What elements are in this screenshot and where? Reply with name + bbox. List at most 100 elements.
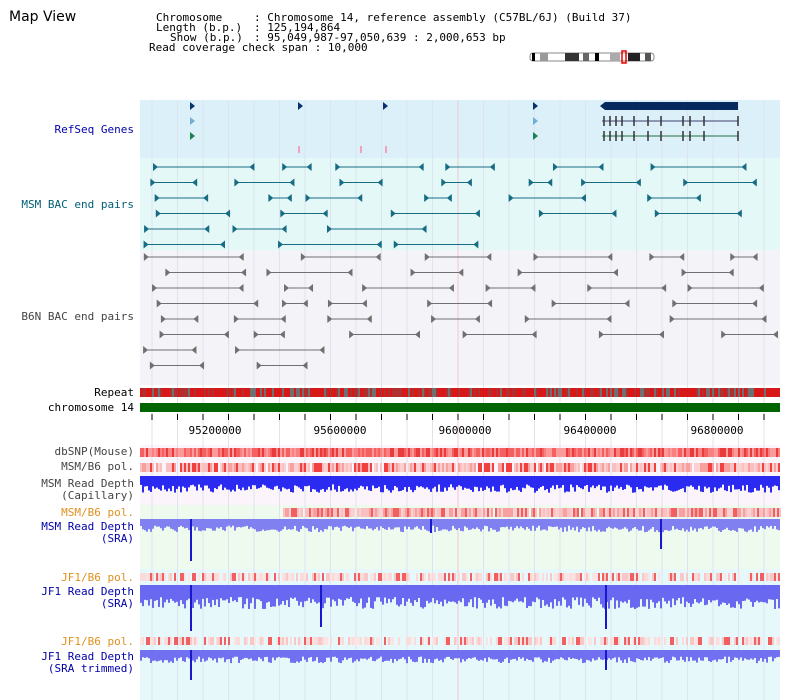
heat-cell: [366, 573, 368, 581]
msm-depth-capillary-label-1[interactable]: MSM Read Depth: [41, 477, 134, 490]
depth-bar: [322, 519, 324, 532]
depth-bar: [266, 650, 268, 657]
msm-bac-label[interactable]: MSM BAC end pairs: [21, 198, 134, 211]
heat-cell: [290, 463, 292, 472]
heat-cell: [208, 448, 210, 457]
depth-bar: [406, 519, 408, 530]
repeat-label: Repeat: [94, 386, 134, 399]
heat-cell: [404, 448, 406, 457]
repeat-segment: [352, 388, 354, 397]
msm-b6-pol-label[interactable]: MSM/B6 pol.: [61, 460, 134, 473]
refseq-genes-label[interactable]: RefSeq Genes: [54, 123, 134, 136]
heat-cell: [348, 573, 350, 581]
depth-bar: [474, 476, 476, 487]
heat-cell: [148, 448, 150, 457]
depth-bar: [556, 519, 558, 527]
repeat-segment: [596, 388, 598, 397]
depth-bar: [602, 476, 604, 487]
depth-bar: [532, 650, 534, 662]
heat-cell: [752, 637, 754, 645]
heat-cell: [608, 448, 610, 457]
msm-b6-pol2-label[interactable]: MSM/B6 pol.: [61, 506, 134, 519]
heat-cell: [354, 573, 356, 581]
depth-bar: [698, 650, 700, 658]
jf1-depth-label-1[interactable]: JF1 Read Depth: [41, 585, 134, 598]
dbsnp-label[interactable]: dbSNP(Mouse): [54, 445, 134, 458]
heat-cell: [632, 448, 634, 457]
bac-end-marker: [241, 268, 247, 277]
heat-cell: [282, 637, 284, 645]
heat-cell: [354, 448, 356, 457]
heat-cell: [295, 508, 297, 517]
jf1-pol-label[interactable]: JF1/B6 pol.: [61, 571, 134, 584]
depth-bar: [522, 476, 524, 488]
heat-cell: [349, 508, 351, 517]
heat-cell: [228, 637, 230, 645]
depth-bar: [182, 519, 184, 528]
depth-bar: [166, 519, 168, 527]
gene-arrow: [533, 117, 538, 125]
bac-end-marker: [508, 194, 514, 202]
depth-bar: [258, 476, 260, 489]
heat-cell: [606, 448, 608, 457]
heat-cell: [144, 448, 146, 457]
depth-bar: [222, 519, 224, 530]
jf1-trim-label-1[interactable]: JF1 Read Depth: [41, 650, 134, 663]
msm-depth-sra-label-1[interactable]: MSM Read Depth: [41, 520, 134, 533]
depth-bar: [684, 519, 686, 532]
depth-bar: [328, 476, 330, 488]
depth-bar: [478, 585, 480, 598]
heat-cell: [718, 463, 720, 472]
depth-bar: [596, 650, 598, 660]
heat-cell: [433, 508, 435, 517]
depth-bar: [444, 650, 446, 659]
depth-bar: [676, 585, 678, 601]
heat-cell: [503, 508, 505, 517]
bac-end-marker: [624, 299, 630, 308]
heat-cell: [562, 573, 564, 581]
heat-cell: [226, 448, 228, 457]
depth-bar: [304, 650, 306, 660]
repeat-segment: [394, 388, 396, 397]
heat-cell: [298, 637, 300, 645]
depth-bar: [696, 476, 698, 490]
b6n-bac-label[interactable]: B6N BAC end pairs: [21, 310, 134, 323]
heat-cell: [388, 463, 390, 472]
depth-bar: [688, 476, 690, 487]
jf1-pol2-label[interactable]: JF1/B6 pol.: [61, 635, 134, 648]
depth-bar: [588, 650, 590, 661]
heat-cell: [544, 448, 546, 457]
heat-cell: [520, 448, 522, 457]
depth-bar: [514, 476, 516, 490]
heat-cell: [454, 573, 456, 581]
depth-bar: [750, 476, 752, 493]
repeat-segment: [480, 388, 482, 397]
bac-end-marker: [424, 253, 430, 261]
heat-cell: [198, 448, 200, 457]
repeat-segment: [212, 388, 214, 397]
depth-bar: [738, 476, 740, 490]
depth-bar: [538, 476, 540, 489]
depth-bar: [226, 650, 228, 660]
depth-bar: [758, 476, 760, 491]
heat-cell: [234, 637, 236, 645]
heat-cell: [621, 508, 623, 517]
heat-cell: [750, 637, 752, 645]
heat-cell: [710, 637, 712, 645]
depth-bar: [230, 476, 232, 492]
bac-end-marker: [349, 330, 355, 339]
heat-cell: [582, 463, 584, 472]
repeat-segment: [416, 388, 418, 397]
depth-bar: [518, 519, 520, 529]
heat-cell: [731, 508, 733, 517]
depth-bar: [522, 585, 524, 603]
depth-bar: [622, 585, 624, 603]
heat-cell: [568, 573, 570, 581]
depth-bar: [240, 519, 242, 528]
heat-cell: [294, 463, 296, 472]
heat-cell: [647, 508, 649, 517]
heat-cell: [552, 448, 554, 457]
depth-bar: [458, 585, 460, 601]
heat-cell: [626, 637, 628, 645]
